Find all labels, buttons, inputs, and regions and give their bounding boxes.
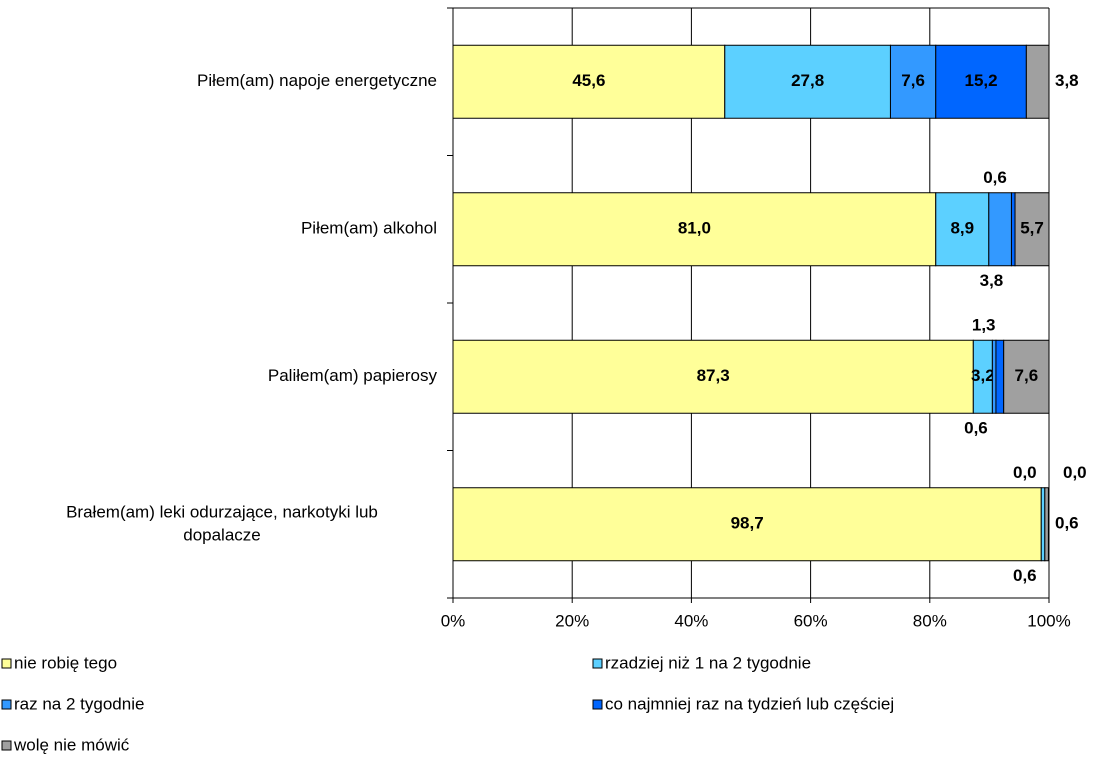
x-tick-label: 40% <box>674 611 708 630</box>
legend-swatch <box>592 658 603 669</box>
value-label: 7,6 <box>901 71 925 90</box>
value-label: 7,6 <box>1015 366 1039 385</box>
bar-segment <box>452 339 974 414</box>
value-label: 0,0 <box>1013 463 1037 482</box>
value-label: 0,6 <box>1055 514 1079 533</box>
value-label: 0,0 <box>1063 463 1087 482</box>
bar-segment <box>452 44 726 119</box>
x-tick-label: 100% <box>1027 611 1070 630</box>
value-label: 0,6 <box>1013 566 1037 585</box>
y-tick-label: Piłem(am) alkohol <box>301 219 437 238</box>
bar-segment <box>452 487 1042 562</box>
y-tick-label: Paliłem(am) papierosy <box>268 366 438 385</box>
value-label: 3,8 <box>980 271 1004 290</box>
bar-segment <box>1044 487 1049 562</box>
value-label: 3,8 <box>1055 71 1079 90</box>
value-label: 3,2 <box>971 366 995 385</box>
bar-segment <box>1014 192 1050 267</box>
bar-segment <box>889 44 937 119</box>
bar-segment <box>1003 339 1050 414</box>
bar-segment <box>988 192 1012 267</box>
value-label: 87,3 <box>697 366 730 385</box>
bar-segment <box>935 192 990 267</box>
bar-segment <box>1040 487 1046 562</box>
y-tick-label: Piłem(am) napoje energetyczne <box>197 71 437 90</box>
legend-label: raz na 2 tygodnie <box>14 694 144 713</box>
bar-segment <box>1025 44 1050 119</box>
value-label: 81,0 <box>678 219 711 238</box>
bar-segment <box>452 192 937 267</box>
bar-segment <box>724 44 891 119</box>
value-label: 45,6 <box>572 71 605 90</box>
legend-label: rzadziej niż 1 na 2 tygodnie <box>605 653 811 672</box>
value-label: 0,6 <box>964 419 988 438</box>
legend-label: co najmniej raz na tydzień lub częściej <box>605 694 894 713</box>
value-label: 5,7 <box>1020 219 1044 238</box>
value-label: 8,9 <box>950 219 974 238</box>
x-tick-label: 80% <box>913 611 947 630</box>
y-tick-label: Brałem(am) leki odurzające, narkotyki lu… <box>66 503 378 545</box>
legend-swatch <box>1 699 12 710</box>
value-label: 27,8 <box>791 71 824 90</box>
x-tick-label: 20% <box>555 611 589 630</box>
value-label: 15,2 <box>965 71 998 90</box>
x-tick-label: 60% <box>794 611 828 630</box>
bar-segment <box>995 339 1005 414</box>
bar-segment <box>1010 192 1016 267</box>
legend-swatch <box>1 740 12 751</box>
legend-swatch <box>1 658 12 669</box>
legend-swatch <box>592 699 603 710</box>
x-tick-label: 0% <box>441 611 466 630</box>
legend-label: wolę nie mówić <box>13 735 130 754</box>
value-label: 1,3 <box>972 316 996 335</box>
legend-label: nie robię tego <box>14 653 117 672</box>
bar-segment <box>991 339 997 414</box>
value-label: 0,6 <box>983 168 1007 187</box>
value-label: 98,7 <box>731 514 764 533</box>
